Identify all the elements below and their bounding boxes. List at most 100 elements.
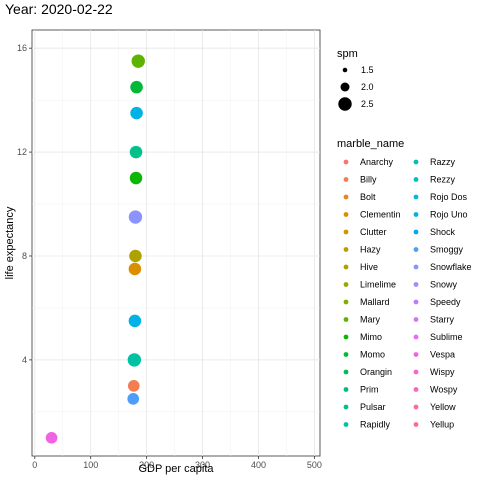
x-axis-title: GDP per capita <box>138 463 214 475</box>
size-legend-key <box>342 67 348 73</box>
color-legend-key <box>343 299 349 305</box>
color-legend-key <box>413 352 419 357</box>
y-tick-label: 12 <box>17 147 27 157</box>
x-tick-label: 200 <box>139 460 154 470</box>
color-legend-label: Yellow <box>430 402 456 412</box>
color-legend-key <box>413 299 419 305</box>
color-legend-label: Clutter <box>360 227 387 237</box>
color-legend-label: Anarchy <box>360 157 394 167</box>
y-tick-label: 16 <box>17 43 27 53</box>
data-point <box>129 145 143 159</box>
x-tick-label: 0 <box>32 460 37 470</box>
color-legend-label: Limelime <box>360 280 396 290</box>
color-legend: marble_name Anarchy Billy Bolt Clementin Clu… <box>337 138 472 430</box>
color-legend-key <box>343 264 349 270</box>
color-legend-key <box>413 334 419 340</box>
color-legend-label: Clementin <box>360 210 401 220</box>
data-point <box>128 314 142 328</box>
color-legend-label: Yellup <box>430 420 454 430</box>
color-legend-key <box>413 212 419 217</box>
color-legend-label: Hive <box>360 262 378 272</box>
color-legend-key <box>343 282 349 287</box>
data-point <box>131 54 145 68</box>
color-legend-label: Orangin <box>360 367 392 377</box>
color-legend-label: Momo <box>360 350 385 360</box>
color-legend-label: Prim <box>360 385 379 395</box>
data-point <box>127 353 142 367</box>
size-legend-label: 2.0 <box>361 82 374 92</box>
color-legend-key <box>343 352 349 357</box>
color-legend-label: Billy <box>360 175 377 185</box>
color-legend-key <box>413 282 419 287</box>
color-legend-key <box>343 194 349 200</box>
size-legend-label: 1.5 <box>361 65 374 75</box>
color-legend-key <box>413 264 419 270</box>
color-legend-key <box>343 369 349 375</box>
color-legend-key <box>343 212 349 217</box>
color-legend-key <box>413 369 419 375</box>
color-legend-label: Snowy <box>430 280 458 290</box>
y-tick-label: 8 <box>22 251 27 261</box>
plot-panel <box>31 29 321 457</box>
color-legend-label: Rojo Uno <box>430 210 468 220</box>
data-point <box>129 249 142 263</box>
color-legend-label: Rezzy <box>430 175 456 185</box>
data-point <box>127 393 140 405</box>
color-legend-key <box>343 404 349 410</box>
size-legend-title: spm <box>337 48 358 60</box>
data-point <box>45 431 58 444</box>
color-legend-label: Rapidly <box>360 420 391 430</box>
x-tick-label: 400 <box>251 460 266 470</box>
size-legend: spm 1.5 2.0 2.5 <box>337 48 374 111</box>
color-legend-key <box>343 422 349 427</box>
data-point <box>130 80 143 94</box>
color-legend-label: Hazy <box>360 245 381 255</box>
color-legend-label: Razzy <box>430 157 456 167</box>
x-tick-label: 500 <box>307 460 322 470</box>
color-legend-key <box>343 229 349 235</box>
color-legend-key <box>413 422 419 427</box>
color-legend-label: Rojo Dos <box>430 192 468 202</box>
data-points <box>45 54 145 444</box>
chart-title: Year: 2020-02-22 <box>5 1 113 17</box>
y-axis-title: life expectancy <box>4 206 16 279</box>
color-legend-label: Mimo <box>360 332 382 342</box>
color-legend-label: Sublime <box>430 332 463 342</box>
size-legend-key <box>340 82 350 92</box>
y-tick-label: 4 <box>22 355 27 365</box>
color-legend-label: Wispy <box>430 367 455 377</box>
color-legend-key <box>413 404 419 410</box>
color-legend-key <box>413 317 419 322</box>
color-legend-key <box>343 317 349 322</box>
color-legend-key <box>343 387 349 392</box>
data-point <box>130 106 143 120</box>
color-legend-key <box>343 334 349 340</box>
x-tick-label: 100 <box>83 460 98 470</box>
color-legend-key <box>413 387 419 392</box>
color-legend-label: Vespa <box>430 350 455 360</box>
color-legend-key <box>413 229 419 235</box>
color-legend-label: Mallard <box>360 297 390 307</box>
color-legend-label: Starry <box>430 315 455 325</box>
color-legend-label: Mary <box>360 315 380 325</box>
size-legend-key <box>338 97 352 111</box>
x-tick-label: 300 <box>195 460 210 470</box>
size-legend-label: 2.5 <box>361 99 374 109</box>
color-legend-key <box>413 159 419 165</box>
data-point <box>128 210 143 224</box>
color-legend-key <box>413 177 419 182</box>
data-point <box>128 262 142 276</box>
grid-lines <box>32 30 320 456</box>
color-legend-key <box>413 247 419 252</box>
color-legend-label: Shock <box>430 227 456 237</box>
color-legend-label: Speedy <box>430 297 461 307</box>
data-point <box>127 380 140 392</box>
color-legend-label: Pulsar <box>360 402 386 412</box>
color-legend-key <box>343 177 349 182</box>
axis-ticks: 0 100 200 300 400 500 4 8 12 16 <box>17 43 322 470</box>
color-legend-label: Smoggy <box>430 245 464 255</box>
data-point <box>129 171 143 185</box>
color-legend-key <box>343 159 349 165</box>
color-legend-label: Bolt <box>360 192 376 202</box>
